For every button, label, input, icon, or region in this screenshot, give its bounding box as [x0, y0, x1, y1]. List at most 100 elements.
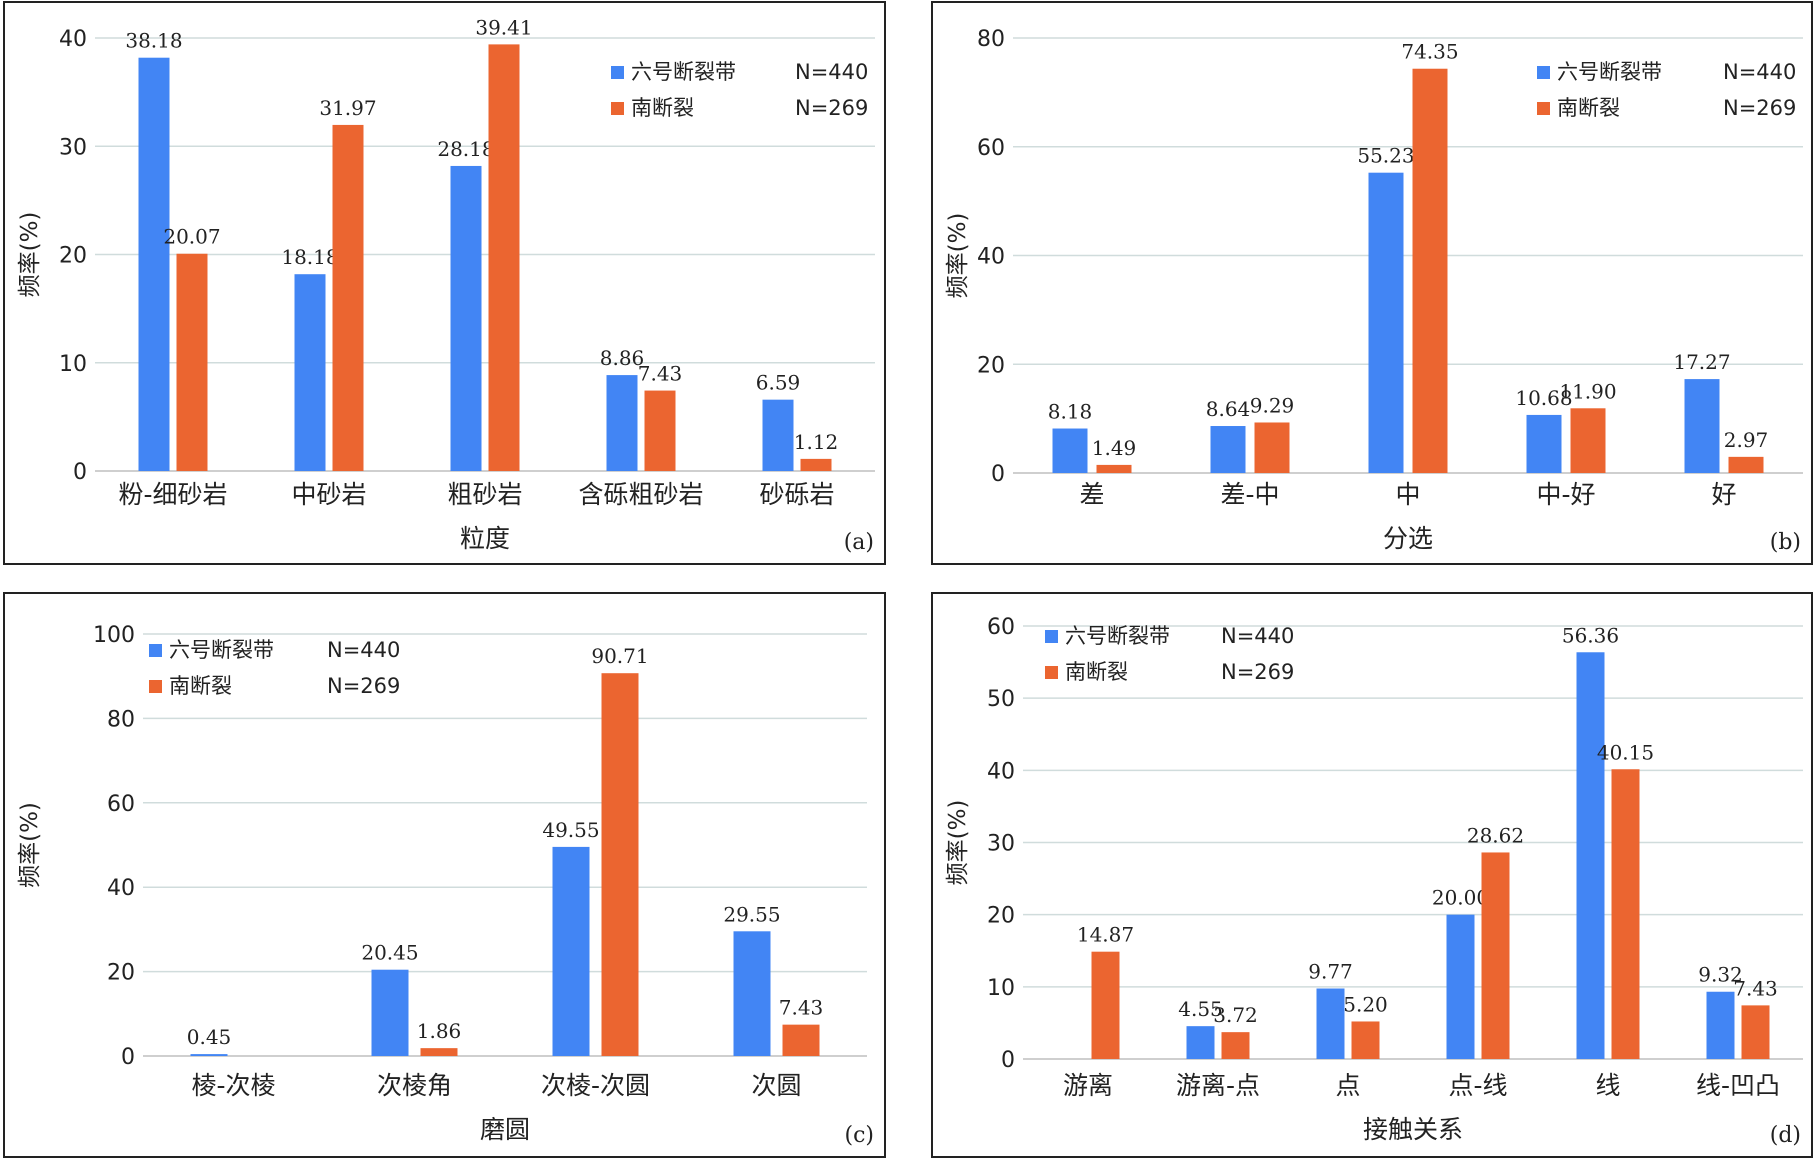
data-label: 8.86 — [600, 346, 645, 370]
x-tick-label: 中-好 — [1536, 480, 1595, 509]
y-tick-label: 40 — [987, 759, 1015, 784]
panel-label: (a) — [844, 530, 874, 555]
chart-panel-d: 0 10 20 30 40 50 60 14.87 游离 4.55 3.72 游离-点 9.77 5.20… — [931, 592, 1813, 1158]
bar — [1096, 464, 1132, 473]
data-label: 6.59 — [756, 371, 801, 395]
bar — [800, 458, 832, 471]
data-label: 18.18 — [281, 245, 338, 269]
x-tick-label: 游离-点 — [1176, 1071, 1260, 1100]
bar-chart-svg: 0 20 40 60 80 8.18 1.49 差 8.64 9.29 差-中 55.23 74.35 中… — [945, 27, 1803, 555]
bar — [1221, 1032, 1250, 1059]
data-label: 1.49 — [1092, 436, 1137, 460]
y-tick-label: 20 — [107, 961, 135, 986]
data-label: 20.07 — [163, 225, 220, 249]
data-label: 17.27 — [1673, 350, 1730, 374]
x-tick-label: 粗砂岩 — [447, 480, 522, 509]
bar — [1481, 852, 1510, 1059]
bar — [138, 57, 170, 471]
y-tick-label: 10 — [987, 976, 1015, 1001]
y-axis-title: 频率(%) — [945, 800, 971, 886]
data-label: 10.68 — [1515, 386, 1572, 410]
y-tick-label: 20 — [977, 353, 1005, 378]
data-label: 39.41 — [475, 15, 532, 39]
y-tick-label: 0 — [1001, 1048, 1015, 1073]
legend-swatch — [1537, 102, 1550, 115]
y-axis-title: 频率(%) — [945, 213, 971, 299]
legend-swatch — [611, 66, 624, 79]
data-label: 29.55 — [723, 902, 780, 926]
y-tick-label: 60 — [977, 136, 1005, 161]
legend-swatch — [611, 102, 624, 115]
y-tick-label: 40 — [977, 245, 1005, 270]
y-tick-label: 80 — [107, 707, 135, 732]
legend-count: N=440 — [327, 638, 400, 662]
bar — [294, 274, 326, 471]
bar — [1316, 988, 1345, 1059]
y-tick-label: 50 — [987, 687, 1015, 712]
bar — [1684, 379, 1720, 473]
legend-label: 南断裂 — [169, 674, 232, 698]
x-tick-label: 次棱-次圆 — [541, 1071, 650, 1100]
data-label: 2.97 — [1724, 428, 1769, 452]
bar — [762, 399, 794, 471]
bar — [606, 375, 638, 471]
legend-label: 六号断裂带 — [631, 60, 736, 84]
x-tick-label: 含砾粗砂岩 — [578, 480, 703, 509]
data-label: 7.43 — [638, 362, 683, 386]
data-label: 40.15 — [1597, 740, 1654, 764]
panel-label: (b) — [1770, 530, 1801, 555]
legend-label: 六号断裂带 — [169, 638, 274, 662]
x-tick-label: 线-凹凸 — [1696, 1071, 1780, 1100]
y-tick-label: 10 — [59, 352, 87, 377]
chart-panel-b: 0 20 40 60 80 8.18 1.49 差 8.64 9.29 差-中 55.23 74.35 中… — [931, 1, 1813, 565]
data-label: 20.45 — [361, 941, 418, 965]
legend-count: N=269 — [1221, 660, 1294, 684]
x-tick-label: 线 — [1595, 1071, 1620, 1100]
x-tick-label: 点 — [1335, 1071, 1360, 1100]
data-label: 74.35 — [1401, 40, 1458, 64]
legend-swatch — [1537, 66, 1550, 79]
legend-count: N=269 — [1723, 96, 1796, 120]
x-axis-title: 粒度 — [460, 524, 510, 553]
x-axis-title: 接触关系 — [1363, 1115, 1463, 1144]
y-tick-label: 0 — [121, 1045, 135, 1070]
data-label: 56.36 — [1562, 623, 1619, 647]
x-axis-title: 分选 — [1383, 524, 1433, 553]
data-label: 55.23 — [1357, 144, 1414, 168]
bar — [1446, 914, 1475, 1059]
x-tick-label: 棱-次棱 — [191, 1071, 275, 1100]
x-tick-label: 次棱角 — [377, 1071, 452, 1100]
y-tick-label: 60 — [107, 792, 135, 817]
data-label: 28.18 — [437, 137, 494, 161]
bar — [782, 1024, 820, 1056]
data-label: 38.18 — [125, 29, 182, 53]
legend-label: 南断裂 — [1557, 96, 1620, 120]
data-label: 5.20 — [1343, 992, 1388, 1016]
x-tick-label: 砂砾岩 — [759, 480, 834, 509]
bar — [332, 124, 364, 472]
data-label: 7.43 — [779, 996, 824, 1020]
legend-label: 南断裂 — [1065, 660, 1128, 684]
bar — [552, 846, 590, 1056]
data-label: 9.32 — [1698, 963, 1743, 987]
data-label: 28.62 — [1467, 823, 1524, 847]
bar-chart-svg: 0 20 40 60 80 100 0.45 棱-次棱 20.45 1.86 次棱角 49.55 90.… — [17, 623, 874, 1148]
data-label: 1.12 — [794, 430, 839, 454]
data-label: 9.77 — [1308, 959, 1353, 983]
y-tick-label: 30 — [987, 832, 1015, 857]
data-label: 7.43 — [1733, 976, 1778, 1000]
y-tick-label: 40 — [59, 27, 87, 52]
bar — [1728, 456, 1764, 473]
chart-panel-c: 0 20 40 60 80 100 0.45 棱-次棱 20.45 1.86 次棱角 49.55 90.… — [3, 592, 886, 1158]
y-axis-title: 频率(%) — [17, 802, 43, 888]
data-label: 49.55 — [542, 818, 599, 842]
data-label: 1.86 — [417, 1019, 462, 1043]
data-label: 0.45 — [187, 1025, 232, 1049]
bar — [1706, 991, 1735, 1059]
y-tick-label: 0 — [73, 460, 87, 485]
x-tick-label: 差-中 — [1220, 480, 1279, 509]
chart-panel-a: 0 10 20 30 40 38.18 20.07 粉-细砂岩 18.18 31.97 中砂岩 28.… — [3, 1, 886, 565]
bar — [1412, 68, 1448, 474]
legend-label: 六号断裂带 — [1557, 60, 1662, 84]
bar — [601, 673, 639, 1056]
